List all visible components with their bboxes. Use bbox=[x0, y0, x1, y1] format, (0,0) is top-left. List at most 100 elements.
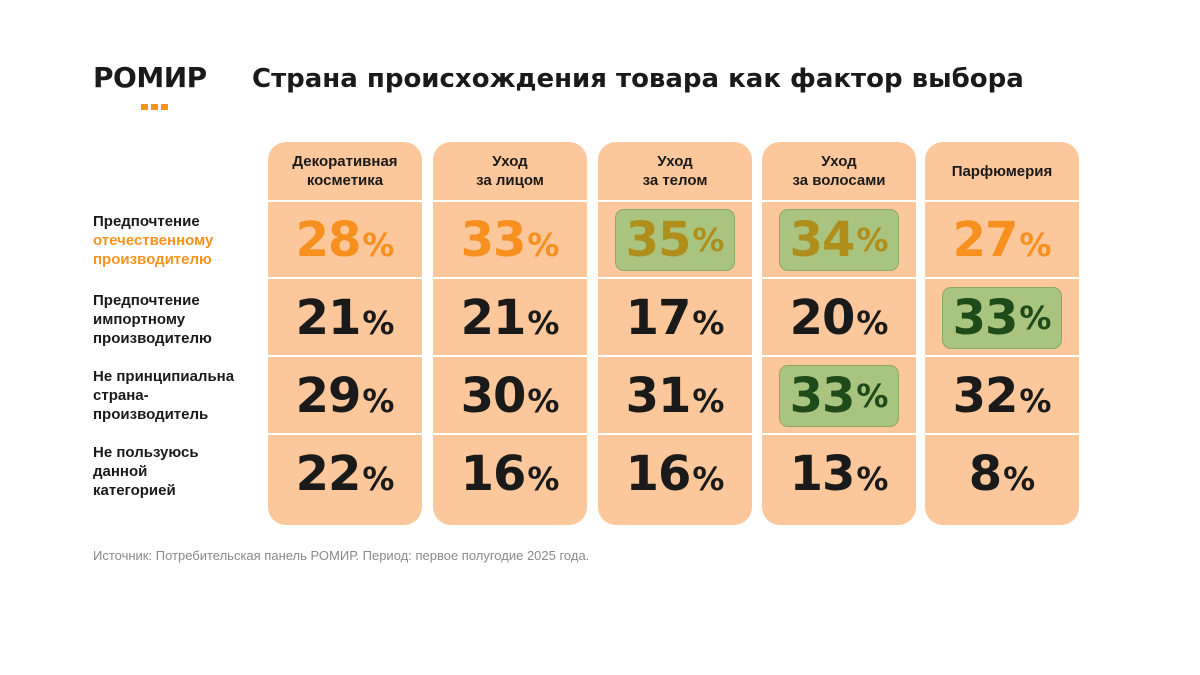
value-number: 8 bbox=[968, 446, 1002, 502]
row-divider bbox=[925, 355, 1079, 357]
row-divider bbox=[762, 433, 916, 435]
value-cell: 35% bbox=[598, 202, 752, 278]
highlighted-value: 33% bbox=[942, 287, 1062, 349]
value: 33% bbox=[461, 212, 560, 268]
value: 29% bbox=[296, 368, 395, 424]
value-cell: 8% bbox=[925, 436, 1079, 512]
value: 21% bbox=[461, 290, 560, 346]
logo-dots bbox=[141, 97, 171, 115]
percent-sign: % bbox=[527, 304, 560, 342]
value-number: 22 bbox=[295, 446, 362, 502]
value-number: 33 bbox=[952, 290, 1019, 346]
percent-sign: % bbox=[692, 221, 725, 259]
value-cell: 21% bbox=[433, 280, 587, 356]
percent-sign: % bbox=[1019, 382, 1052, 420]
value: 30% bbox=[461, 368, 560, 424]
percent-sign: % bbox=[1019, 299, 1052, 337]
value-cell: 33% bbox=[762, 358, 916, 434]
value-cell: 29% bbox=[268, 358, 422, 434]
value: 31% bbox=[626, 368, 725, 424]
column-4: Уход за волосами 34% 20% 33% 13% bbox=[762, 142, 916, 525]
value-number: 27 bbox=[952, 212, 1019, 268]
row-label-line: страна- bbox=[93, 387, 149, 404]
value-number: 30 bbox=[460, 368, 527, 424]
logo-text: РОМИР bbox=[93, 61, 207, 94]
value: 22% bbox=[296, 446, 395, 502]
value-cell: 31% bbox=[598, 358, 752, 434]
value: 16% bbox=[626, 446, 725, 502]
value-cell: 32% bbox=[925, 358, 1079, 434]
value-number: 33 bbox=[460, 212, 527, 268]
value-number: 16 bbox=[625, 446, 692, 502]
value-cell: 16% bbox=[598, 436, 752, 512]
percent-sign: % bbox=[362, 304, 395, 342]
percent-sign: % bbox=[527, 226, 560, 264]
row-divider bbox=[268, 355, 422, 357]
row-label-line: данной bbox=[93, 463, 148, 480]
highlighted-value: 35% bbox=[615, 209, 735, 271]
value-cell: 20% bbox=[762, 280, 916, 356]
row-label-line: производитель bbox=[93, 406, 209, 423]
romir-logo: РОМИР bbox=[93, 64, 223, 110]
row-divider bbox=[598, 277, 752, 279]
value-cell: 34% bbox=[762, 202, 916, 278]
percent-sign: % bbox=[362, 460, 395, 498]
column-header: Уход за лицом bbox=[476, 153, 544, 189]
value-cell: 21% bbox=[268, 280, 422, 356]
percent-sign: % bbox=[692, 304, 725, 342]
value-cell: 17% bbox=[598, 280, 752, 356]
column-3: Уход за телом 35% 17% 31% 16% bbox=[598, 142, 752, 525]
highlighted-value: 33% bbox=[779, 365, 899, 427]
row-label-line: производителю bbox=[93, 330, 212, 347]
value-number: 20 bbox=[789, 290, 856, 346]
value-number: 17 bbox=[625, 290, 692, 346]
column-1: Декоративная косметика 28% 21% 29% 22% bbox=[268, 142, 422, 525]
row-label: Не пользуюсь данной категорией bbox=[93, 443, 268, 500]
row-label-line: импортному bbox=[93, 311, 186, 328]
column-header: Парфюмерия bbox=[951, 162, 1053, 180]
percent-sign: % bbox=[362, 226, 395, 264]
value-number: 31 bbox=[625, 368, 692, 424]
percent-sign: % bbox=[856, 304, 889, 342]
value-number: 16 bbox=[460, 446, 527, 502]
value: 27% bbox=[953, 212, 1052, 268]
row-label-line: Предпочтение bbox=[93, 213, 200, 230]
column-header: Уход за телом bbox=[642, 153, 708, 189]
value-number: 21 bbox=[460, 290, 527, 346]
percent-sign: % bbox=[856, 221, 889, 259]
value-number: 29 bbox=[295, 368, 362, 424]
row-divider bbox=[433, 277, 587, 279]
row-divider bbox=[925, 433, 1079, 435]
value: 20% bbox=[790, 290, 889, 346]
percent-sign: % bbox=[1019, 226, 1052, 264]
row-divider bbox=[925, 277, 1079, 279]
value: 21% bbox=[296, 290, 395, 346]
percent-sign: % bbox=[527, 382, 560, 420]
row-label: Предпочтение импортному производителю bbox=[93, 291, 268, 348]
row-divider bbox=[268, 277, 422, 279]
percent-sign: % bbox=[527, 460, 560, 498]
percent-sign: % bbox=[362, 382, 395, 420]
row-label-line: Не пользуюсь bbox=[93, 444, 199, 461]
percent-sign: % bbox=[856, 460, 889, 498]
value-cell: 33% bbox=[433, 202, 587, 278]
value-number: 33 bbox=[789, 368, 856, 424]
value: 16% bbox=[461, 446, 560, 502]
value-number: 21 bbox=[295, 290, 362, 346]
value-cell: 16% bbox=[433, 436, 587, 512]
highlighted-value: 34% bbox=[779, 209, 899, 271]
row-label: Предпочтение отечественному производителю bbox=[93, 212, 268, 269]
column-header: Декоративная косметика bbox=[292, 153, 398, 189]
row-label-line: Не принципиальна bbox=[93, 368, 235, 385]
value-number: 32 bbox=[952, 368, 1019, 424]
percent-sign: % bbox=[856, 377, 889, 415]
value-cell: 27% bbox=[925, 202, 1079, 278]
row-divider bbox=[268, 200, 422, 202]
value-number: 35 bbox=[625, 212, 692, 268]
value-cell: 33% bbox=[925, 280, 1079, 356]
value-cell: 30% bbox=[433, 358, 587, 434]
row-divider bbox=[762, 277, 916, 279]
value: 17% bbox=[626, 290, 725, 346]
row-label-line: отечественному bbox=[93, 232, 214, 249]
row-divider bbox=[598, 355, 752, 357]
